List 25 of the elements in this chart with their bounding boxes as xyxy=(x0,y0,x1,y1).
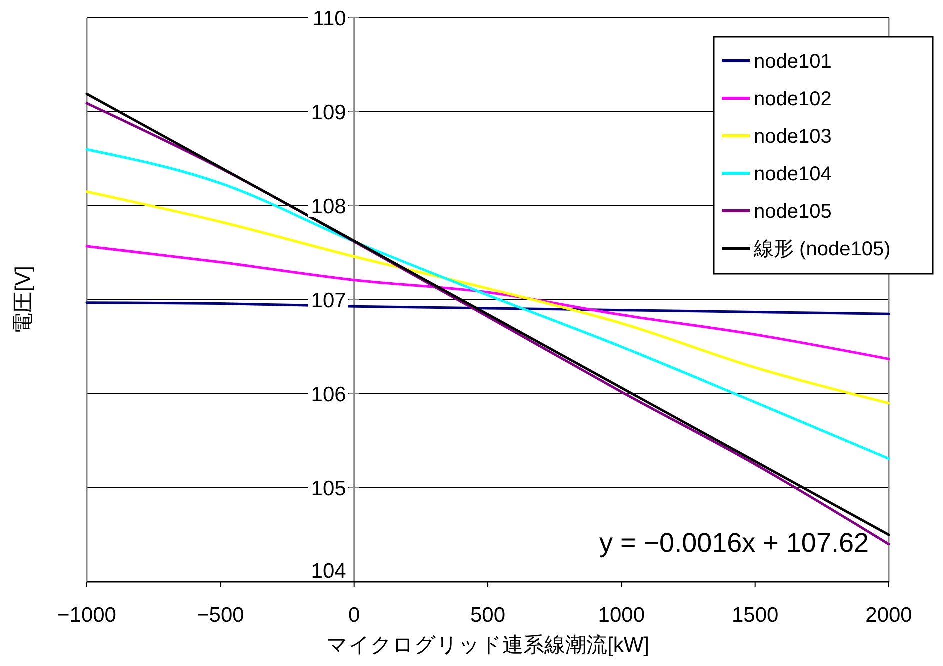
y-tick-label: 107 xyxy=(311,289,346,312)
y-tick-label: 110 xyxy=(312,7,346,30)
x-axis-title: マイクログリッド連系線潮流[kW] xyxy=(326,634,650,657)
legend-label: node104 xyxy=(754,164,832,186)
x-tick-label: 1000 xyxy=(598,604,646,627)
y-tick-label: 109 xyxy=(311,101,346,124)
legend-label: node102 xyxy=(754,88,832,110)
legend-label: 線形 (node105) xyxy=(753,238,891,260)
x-tick-label: −1000 xyxy=(58,604,116,627)
y-tick-label: 104 xyxy=(311,560,347,583)
legend-label: node103 xyxy=(754,126,832,148)
y-tick-label: 108 xyxy=(311,195,346,218)
x-tick-label: 0 xyxy=(348,604,360,627)
x-tick-label: 500 xyxy=(470,604,506,627)
annotation: y = −0.0016x + 107.62 xyxy=(600,528,869,558)
legend-label: node101 xyxy=(754,51,832,73)
line-series xyxy=(86,148,890,460)
line-series xyxy=(86,190,890,405)
x-tick-label: 2000 xyxy=(866,604,912,627)
y-tick-label: 105 xyxy=(311,477,346,500)
x-tick-label: −500 xyxy=(197,604,244,627)
x-tick-label: 1500 xyxy=(732,604,779,627)
y-axis-title: 電圧[V] xyxy=(12,266,35,334)
legend-label: node105 xyxy=(754,201,832,223)
y-tick-label: 106 xyxy=(311,383,346,406)
